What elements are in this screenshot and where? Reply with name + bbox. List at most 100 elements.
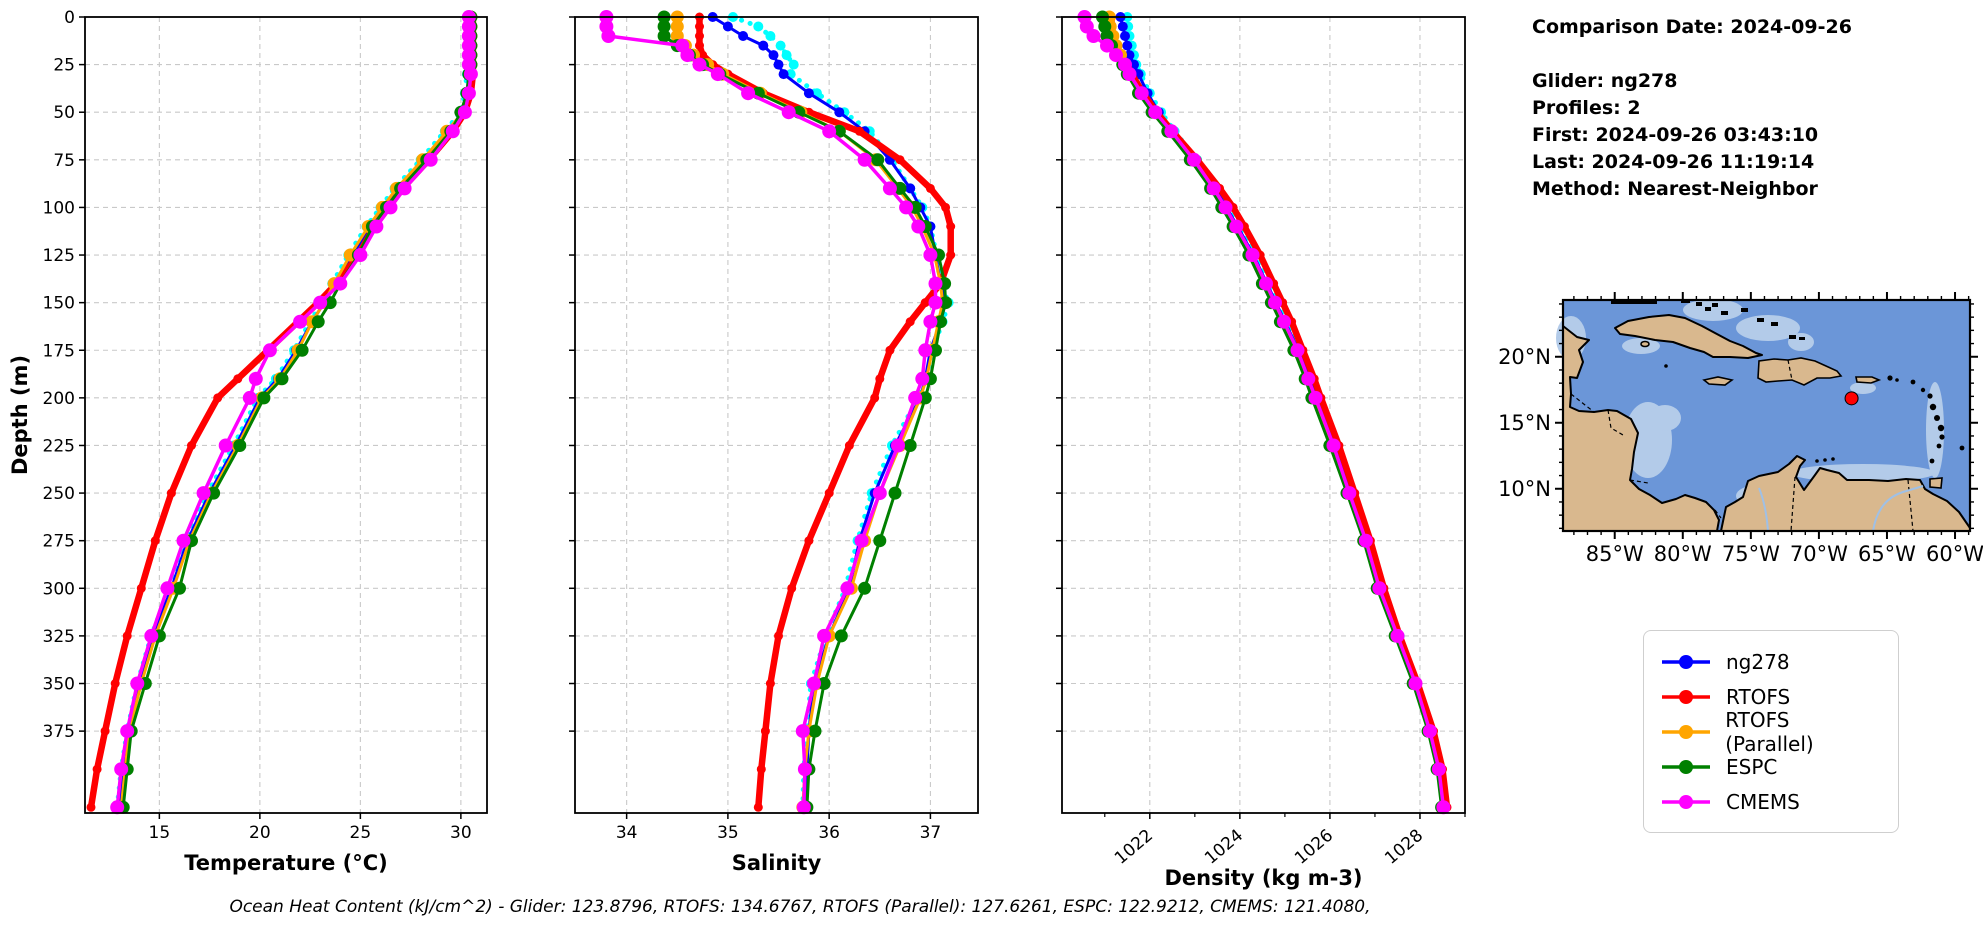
espc-markers [1096, 10, 1449, 814]
jamaica [1702, 376, 1734, 386]
legend: ng278 RTOFS RTOFS (Parallel) ESPC CMEMS [1643, 630, 1899, 833]
isla-juventud [1640, 340, 1650, 348]
depth-tick-label: 300 [43, 579, 75, 599]
espc-line [121, 15, 473, 809]
legend-label: CMEMS [1726, 789, 1800, 814]
hispaniola [1757, 357, 1843, 386]
map-lon-label: 65°W [1858, 542, 1916, 566]
depth-tick-label: 175 [43, 341, 75, 361]
rtofsp-markers [1102, 10, 1449, 814]
comparison-info-panel: Comparison Date: 2024-09-26 Glider: ng27… [1532, 14, 1852, 203]
info-line: Method: Nearest-Neighbor [1532, 178, 1818, 200]
temperature-xtick-label: 25 [350, 823, 372, 843]
cmems-line [1082, 15, 1446, 810]
depth-tick-label: 75 [53, 151, 75, 171]
salinity-xtick-label: 35 [717, 823, 739, 843]
salinity-xtick-label: 36 [818, 823, 840, 843]
profile2-markers [112, 12, 472, 813]
info-line: First: 2024-09-26 03:43:10 [1532, 124, 1819, 146]
legend-swatch [1662, 654, 1710, 669]
espc-markers [657, 10, 953, 814]
map-lon-label: 60°W [1926, 542, 1983, 566]
info-line: Comparison Date: 2024-09-26 [1532, 16, 1852, 38]
rtofsp-line [1107, 15, 1444, 809]
legend-entry: RTOFS (Parallel) [1660, 708, 1882, 756]
info-line: Profiles: 2 [1532, 97, 1641, 119]
rtofs-line [1108, 13, 1451, 811]
depth-tick-label: 275 [43, 532, 75, 552]
map-lon-label: 85°W [1586, 542, 1644, 566]
location-map: 85°W 80°W 75°W 70°W 65°W 60°W 20°N 15°N 10°N [1498, 292, 1983, 566]
map-lon-label: 70°W [1790, 542, 1848, 566]
temperature-chart: 15 20 25 3002550751001251501752002252502753… [8, 8, 488, 875]
depth-tick-label: 325 [43, 627, 75, 647]
legend-entry: CMEMS [1660, 784, 1882, 819]
depth-tick-label: 375 [43, 722, 75, 742]
depth-axis-label: Depth (m) [8, 355, 32, 475]
legend-swatch [1662, 794, 1710, 809]
density-xtick-label: 1024 [1201, 826, 1247, 869]
info-line: Last: 2024-09-26 11:19:14 [1532, 151, 1815, 173]
density-xtick-label: 1026 [1291, 826, 1337, 869]
legend-swatch [1662, 689, 1710, 704]
depth-tick-label: 0 [64, 8, 75, 28]
legend-entry: RTOFS [1660, 679, 1882, 714]
legend-label: RTOFS (Parallel) [1725, 707, 1814, 756]
depth-tick-label: 150 [43, 294, 75, 314]
map-country-borders [1570, 359, 1914, 532]
profile2-line [114, 14, 470, 810]
density-xtick-label: 1022 [1111, 826, 1157, 869]
south-america [1720, 455, 1971, 532]
legend-label: ng278 [1726, 649, 1790, 674]
info-line [1532, 41, 1852, 68]
map-landmasses [1562, 314, 1971, 532]
map-lat-label: 15°N [1498, 411, 1551, 435]
temperature-xtick-label: 30 [450, 823, 472, 843]
espc-line [1101, 15, 1444, 809]
temperature-axis-label: Temperature (°C) [184, 851, 387, 875]
rtofsp-line [119, 15, 473, 809]
depth-tick-label: 100 [43, 198, 75, 218]
glider-position-marker [1844, 391, 1859, 406]
cmems-markers [110, 10, 478, 815]
map-small-islands [1611, 300, 1965, 464]
rtofs-markers [86, 12, 478, 812]
density-chart: 1022 1024 1026 1028 Density (kg m-3) [1056, 10, 1466, 890]
trinidad [1929, 477, 1943, 489]
salinity-xtick-label: 37 [920, 823, 942, 843]
depth-tick-label: 200 [43, 389, 75, 409]
legend-entry: ESPC [1660, 749, 1882, 784]
map-lat-label: 20°N [1498, 345, 1551, 369]
depth-tick-label: 25 [53, 56, 75, 76]
map-lon-label: 75°W [1722, 542, 1780, 566]
map-rivers [1758, 485, 1924, 532]
espc-line [662, 15, 948, 809]
ohc-footer: Ocean Heat Content (kJ/cm^2) - Glider: 1… [229, 897, 1371, 917]
central-america [1562, 325, 1720, 532]
map-frame [1561, 298, 1972, 533]
legend-swatch [1662, 759, 1710, 774]
cmems-line [115, 15, 473, 810]
density-xtick-label: 1028 [1381, 826, 1427, 869]
depth-tick-label: 225 [43, 436, 75, 456]
legend-swatch [1662, 724, 1710, 739]
ng278-line [117, 15, 471, 809]
density-axis-label: Density (kg m-3) [1164, 866, 1362, 890]
info-line: Glider: ng278 [1532, 70, 1678, 92]
cuba [1614, 314, 1763, 359]
cmems-markers [1077, 10, 1451, 815]
salinity-xtick-label: 34 [616, 823, 638, 843]
puerto-rico [1855, 376, 1882, 384]
depth-tick-label: 125 [43, 246, 75, 266]
map-lon-label: 80°W [1654, 542, 1712, 566]
legend-label: RTOFS [1726, 684, 1791, 709]
ng278-markers [114, 12, 474, 813]
salinity-chart: 34 35 36 37 Salinity [569, 10, 979, 875]
depth-tick-label: 350 [43, 675, 75, 695]
legend-entry: ng278 [1660, 644, 1882, 679]
depth-tick-label: 50 [53, 103, 75, 123]
legend-label: ESPC [1726, 754, 1778, 779]
map-lat-label: 10°N [1498, 477, 1551, 501]
salinity-axis-label: Salinity [732, 851, 822, 875]
